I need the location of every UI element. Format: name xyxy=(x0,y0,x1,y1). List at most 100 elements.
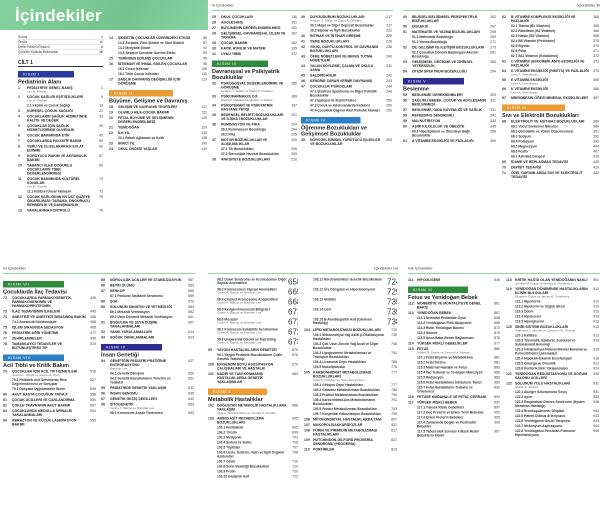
chapter-entry[interactable]: 29 ÇOCUK BAKIMI 162 xyxy=(212,42,297,46)
subsection-entry[interactable]: 104.1 Mitokondriyal Yağ Asidi β-Oksidasy… xyxy=(313,334,397,342)
chapter-entry[interactable]: 88 ŞOK 572 xyxy=(101,300,194,304)
subsection-entry[interactable]: 14.2 Medyada Şiddet 92 xyxy=(118,47,207,51)
chapter-entry[interactable]: 68 ELEKTROLİT VE ASİT-BAZ BOZUKLUKLARI 389… xyxy=(502,120,599,159)
chapter-entry[interactable]: 52 DİL GELİŞİMİ VE İLETİŞİM BOZUKLUKLARI 2… xyxy=(403,46,496,59)
subsection-entry[interactable]: 16.2 Tıbbi Çocuk İstismarı 110 xyxy=(118,73,207,77)
subsection-entry[interactable]: 51.2 Yazma Bozukluğu 271 xyxy=(412,41,496,45)
subsection-entry[interactable]: 104.4 Lizozomal Depo Hastalıkları 765 xyxy=(313,361,397,365)
chapter-entry[interactable]: 21 YENİDOĞAN 129 xyxy=(109,126,207,130)
chapter-entry[interactable]: 57 BESLENME, GIDA GÜVENLİĞİ VE SAĞLIK 331 xyxy=(403,109,496,113)
chapter-entry[interactable]: 98 SİTOGENETİK 653 Carlos A. Bacino ve Bren… xyxy=(101,403,194,416)
subsection-entry[interactable]: 39.1 Major ve Diğer Depresif Bozukluklar… xyxy=(310,24,392,28)
subsection-entry[interactable]: 87.1 Postural Taşikardi Sendromu 569 xyxy=(110,295,194,299)
chapter-entry[interactable]: 106 MİTOKONDRİYAL HASTALIKLARDA TANI 807 xyxy=(304,418,397,422)
chapter-entry[interactable]: 64 D VİTAMİNİ EKSİKLİĞİ (RİKETS) VE FAZLA… xyxy=(502,70,599,78)
subsection-entry[interactable]: 62.7 B12 Vitamini (Kobalamin) 372 xyxy=(511,55,599,59)
subsection-entry[interactable]: 115.3 Maternal Hastalık ve Fetus 883 xyxy=(417,366,500,370)
subsection-entry[interactable]: 120.3 İntrakraniyal-İntraventriküler Kan… xyxy=(515,348,599,356)
subsection-entry[interactable]: 68.6 Fosfor 407 xyxy=(511,150,599,154)
subsection-entry[interactable]: 119.2 Hipotermi ve Soğuk Stresi 913 xyxy=(515,305,599,309)
chapter-entry[interactable]: 109 HUTCHINSON-GILFORD PROGERİA SENDROMU … xyxy=(304,439,397,447)
chapter-entry[interactable]: 96 İNSAN GENOMU 635 xyxy=(101,392,194,396)
subsection-entry[interactable]: 117.2 Geç Preterm ve Erken Term Bebekler… xyxy=(417,411,500,415)
chapter-entry[interactable]: 89 SOLUNUM SIKINTISI VE YETMEZLİĞİ 583 89.1… xyxy=(101,306,194,320)
chapter-entry[interactable]: 113 YENİDOĞAN BEBEK 867 113.1 Neonatal Pedi… xyxy=(408,312,500,341)
subsection-entry[interactable]: 117.4 Zamanında Doğan ve Postmatür Bebek… xyxy=(417,421,500,429)
chapter-entry[interactable]: 65 E VİTAMİNİ EKSİKLİĞİ 385 Larry A. Greenb… xyxy=(502,79,599,87)
subsection-entry[interactable]: 98.2 Down Sendromu ve Kromozomun Diğer S… xyxy=(208,278,298,287)
subsection-entry[interactable]: 39.2 Bipolar ve İlgili Bozukluklar 222 xyxy=(310,29,392,33)
chapter-entry[interactable]: 5 ÇOCUKLAR İÇİN SAĞLIK HİZMETLERİNDE GÜVE… xyxy=(18,125,103,133)
subsection-entry[interactable]: 68.1 Vücut Sıvılarının Bileşimi 389 xyxy=(511,125,599,129)
subsection-entry[interactable]: 79.3 Dünyada Uygulanabilir İlkeler 535 xyxy=(12,388,96,392)
subsection-entry[interactable]: 115.1 Fetal Büyüme ve Metabolizma 881 xyxy=(417,356,500,360)
subsection-entry[interactable]: 62.3 Niasin (B3 Vitamini) 368 xyxy=(511,35,599,39)
subsection-entry[interactable]: 105.5 Pentoz Metabolizması Bozuklukları 7… xyxy=(313,408,397,412)
subsection-entry[interactable]: 115.2 Fetal Distres 881 xyxy=(417,361,500,365)
chapter-entry[interactable]: 28 GELİŞİMSEL-DAVRANIŞSAL İZLEM VE TARAMA… xyxy=(212,32,297,40)
chapter-entry[interactable]: 55 BESLENME GEREKSİNİMLERİ 303 xyxy=(403,94,496,98)
subsection-entry[interactable]: 37.1 Tik Bozuklukları 206 xyxy=(221,148,297,152)
subsection-entry[interactable]: 103.4 Sistein ve Sistin 706 xyxy=(217,441,298,445)
chapter-entry[interactable]: 79 ÇOCUKLAR İÇİN ACİL TIP HİZMETLERİ 515 Jo… xyxy=(3,370,96,392)
chapter-entry[interactable]: 105 KARBONHİDRAT METABOLİZMASI BOZUKLUKLA… xyxy=(304,371,397,417)
chapter-entry[interactable]: 103 AMİNO ASİT METABOLİZMA BOZUKLUKLARI 69… xyxy=(208,417,298,479)
subsection-entry[interactable]: 103.13 Histidin 735 xyxy=(304,298,397,307)
chapter-entry[interactable]: 100 EPİGENOM BOYU ASOSİYASYON ÇALIŞMALARI… xyxy=(208,363,298,371)
chapter-entry[interactable]: 50 DİSLEKSİ 267 xyxy=(403,25,496,29)
subsection-entry[interactable]: 119.5 Hiperglisemi 913 xyxy=(515,320,599,324)
chapter-entry[interactable]: 85 NÖROLOJİK ACİLLER VE STABİLİZASYON 557 xyxy=(101,279,194,283)
chapter-entry[interactable]: 112 MORBİDİTE VE MORTALİTEYE GENEL BAKIŞ 8… xyxy=(408,302,500,310)
subsection-entry[interactable]: 122.3 Respiratuar Distres Sendromu (Hyal… xyxy=(515,401,599,409)
subsection-entry[interactable]: 47.3 Çocuk ve Adolesanlarda Katatoni 250 xyxy=(310,104,392,108)
subsection-entry[interactable]: 60.1 Hiperlipidemi ve Obeziteye Bağlı Bo… xyxy=(412,130,496,138)
chapter-entry[interactable]: 99 YAYGIN HASTALIKLARIN GENETİĞİ 676 99.1 Y… xyxy=(208,349,298,362)
chapter-entry[interactable]: 41 YEME BOZUKLUKLARI 229 xyxy=(301,40,392,44)
subsection-entry[interactable]: 103.9 Prolin 720 xyxy=(217,470,298,474)
subsection-entry[interactable]: 103.8 Serin Eksikliği Bozuklukları 720 xyxy=(217,465,298,469)
chapter-entry[interactable]: 122 SOLUNUM YOLU HASTALIKLARI 931 Shawn K. … xyxy=(506,382,599,438)
subsection-entry[interactable]: 113.1 Neonatal Pediatride Öykü 868 xyxy=(417,317,500,321)
chapter-entry[interactable]: 45 SALDIRGANLIK 242 xyxy=(301,74,392,78)
front-matter-item[interactable]: Sunuş v xyxy=(18,35,103,40)
subsection-entry[interactable]: 117.1 Yüksek Riskli Gebelikler 897 xyxy=(417,406,500,410)
chapter-entry[interactable]: 59 MALNÜTRİSYON 343 xyxy=(403,120,496,124)
subsection-entry[interactable]: 113.5 Anne-Baba-Bebek Bağlanması 876 xyxy=(417,337,500,341)
chapter-entry[interactable]: 53 GELİŞİMSEL GECİKME VE ZİHİNSEL YETERSİ… xyxy=(403,61,496,69)
chapter-entry[interactable]: 22 İLK YIL 132 22.1 Bebek Ağlaması ve Kolik… xyxy=(109,132,207,141)
chapter-entry[interactable]: 23 İKİNCİ YIL 140 xyxy=(109,142,207,146)
subsection-entry[interactable]: 11.1 Kültürel Ünsal Yaklaşım 73 xyxy=(27,190,103,194)
chapter-entry[interactable]: 48 NÖROGELİŞİMSEL YÜRÜTÜCÜ İŞLEVLER VE BO… xyxy=(301,139,392,147)
chapter-entry[interactable]: 46 KENDİNE ZARAR VERME DAVRANIŞI 243 xyxy=(301,80,392,84)
chapter-entry[interactable]: 114 YÜKSEK RİSKLİ GEBELİKLER 877 xyxy=(408,342,500,346)
subsection-entry[interactable]: 104.2 Çok Uzun Zincirli Yağ Asidi ve Diğ… xyxy=(313,343,397,351)
subsection-entry[interactable]: 122.5 Patent Duktus Arteriyozus 943 xyxy=(515,415,599,419)
chapter-entry[interactable]: 71 ÖZEL DURUMLARDA SIVI VE ELEKTROLİT TED… xyxy=(502,172,599,180)
chapter-entry[interactable]: 102 DOĞUŞTAN METABOLİK HASTALIKLARA YAKLA… xyxy=(208,404,298,416)
chapter-entry[interactable]: 38 ANKSİYETE BOZUKLUKLARI 210 xyxy=(212,158,297,162)
subsection-entry[interactable]: 68.7 Asit-Baz Dengesi 410 xyxy=(511,155,599,159)
chapter-entry[interactable]: 19 OLUMLU AİLE-ÇOCUK BAKIMI 122 xyxy=(109,111,207,115)
chapter-entry[interactable]: 118 KRİTİK HASTA OLAN YENİDOĞANIN NAKLİ 90… xyxy=(506,279,599,287)
subsection-entry[interactable]: 68.5 Magnezyum 404 xyxy=(511,145,599,149)
subsection-entry[interactable]: 120.6 Periferik Sinir Yaralanmaları 924 xyxy=(515,367,599,371)
subsection-entry[interactable]: 37.2 Stereotipik Hareket Bozuklukları 209 xyxy=(221,153,297,157)
chapter-entry[interactable]: 47 ÇOCUKLUK PSİKOZLARI 244 47.1 Şizofreni S… xyxy=(301,85,392,113)
subsection-entry[interactable]: 115.7 Fetal Hastalıkların Tedavisi ve Ön… xyxy=(417,386,500,394)
chapter-entry[interactable]: 93 SOĞUK YARALANMALARI 623 xyxy=(101,336,194,340)
chapter-entry[interactable]: 117 YÜKSEK RİSKLİ BEBEK 897 117.1 Yüksek Ri… xyxy=(408,401,500,438)
chapter-entry[interactable]: 3 KÜRESEL ÇOCUK SAĞLIĞI 21 xyxy=(18,110,103,114)
chapter-entry[interactable]: 13 YARALANMA KONTROLÜ 79 xyxy=(18,209,103,213)
chapter-entry[interactable]: 69 İDAME VE REPLASMAN TEDAVİSİ 425 xyxy=(502,161,599,165)
chapter-entry[interactable]: 80 AKUT HASTA ÇOCUĞUN TRİYAJI 538 xyxy=(3,393,96,397)
subsection-entry[interactable]: 89.1 Mekanik Ventilasyon 592 xyxy=(110,311,194,315)
chapter-entry[interactable]: 34 PSİKOTERAPİ VE PSİKİYATRİK HASTANE YAT… xyxy=(212,104,297,112)
chapter-entry[interactable]: 40 İNTİHAR VE İNTİHAR GİRİŞİMİ 225 xyxy=(301,35,392,39)
chapter-entry[interactable]: 111 HİPOGLİSEMİ 845 xyxy=(408,279,500,283)
chapter-entry[interactable]: 6 ÇOCUK BAKIMINDA ETİK 45 xyxy=(18,134,103,138)
subsection-entry[interactable]: 113.2 Yenidoğanın Fizik Muayenesi 868 xyxy=(417,322,500,326)
subsection-entry[interactable]: 94.2 Genetik Bozuklukların Yönetim ve Te… xyxy=(110,377,194,385)
chapter-entry[interactable]: 36 RUMİNASYON VE PİKA 204 36.1 Ruminasyon B… xyxy=(212,123,297,137)
chapter-entry[interactable]: 73 İLAÇ TEDAVİSİNİN İLKELERİ 445 xyxy=(3,310,96,314)
chapter-entry[interactable]: 110 PORFİRİLER 823 xyxy=(304,448,397,452)
